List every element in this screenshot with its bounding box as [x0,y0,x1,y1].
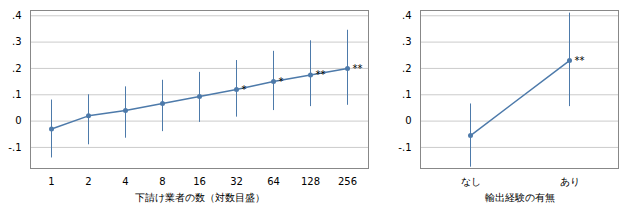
svg-text:16: 16 [193,176,206,187]
svg-text:-.1: -.1 [8,142,21,153]
svg-text:.4: .4 [12,10,22,21]
svg-text:**: ** [575,55,585,66]
svg-text:128: 128 [301,176,320,187]
svg-text:256: 256 [338,176,357,187]
svg-text:.3: .3 [402,36,412,47]
svg-text:**: ** [316,69,326,80]
svg-text:.1: .1 [402,89,412,100]
svg-text:32: 32 [230,176,243,187]
svg-text:.1: .1 [12,89,22,100]
svg-text:8: 8 [159,176,165,187]
svg-text:2: 2 [85,176,91,187]
svg-text:.2: .2 [12,63,22,74]
svg-text:4: 4 [122,176,128,187]
svg-text:-.1: -.1 [398,142,411,153]
svg-text:0: 0 [15,115,21,126]
svg-text:あり: あり [560,176,580,187]
svg-text:下請け業者の数（対数目盛）: 下請け業者の数（対数目盛） [135,192,265,203]
svg-text:**: ** [353,63,363,74]
svg-text:0: 0 [405,115,411,126]
svg-text:1: 1 [48,176,54,187]
svg-text:.2: .2 [402,63,412,74]
svg-text:64: 64 [267,176,280,187]
svg-text:.3: .3 [12,36,22,47]
svg-text:*: * [242,84,247,95]
svg-text:.4: .4 [402,10,412,21]
svg-text:輸出経験の有無: 輸出経験の有無 [485,192,555,203]
svg-text:なし: なし [461,176,481,187]
svg-text:*: * [279,76,284,87]
